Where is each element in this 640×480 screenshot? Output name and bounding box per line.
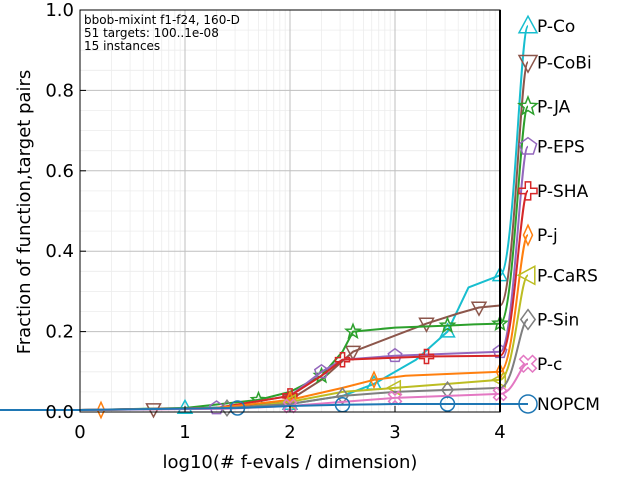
data-point [208, 400, 225, 415]
legend-entry-p-c: P-c [537, 355, 562, 375]
series-p-cobi [0, 61, 529, 419]
annotations: bbob-mixint f1-f24, 160-D 51 targets: 10… [84, 13, 240, 53]
legend-marker [518, 136, 538, 155]
series-p-sin [0, 318, 529, 417]
data-point [335, 386, 350, 405]
series-tail [499, 318, 529, 389]
y-tick-label: 0.2 [45, 322, 74, 343]
data-point [344, 345, 362, 361]
annotation-line-3: 15 instances [84, 39, 160, 53]
legend-entry-p-ja: P-JA [537, 97, 571, 117]
series-tail [499, 25, 529, 277]
series-p-sha [0, 189, 529, 411]
legend-entry-p-sin: P-Sin [537, 311, 579, 331]
series-tail [499, 145, 529, 353]
grid [79, 9, 501, 413]
annotation-line-1: bbob-mixint f1-f24, 160-D [84, 13, 240, 27]
legend-marker [519, 308, 537, 331]
y-tick-label: 1.0 [45, 0, 74, 21]
y-tick-label: 0.6 [45, 161, 74, 182]
x-tick-label: 4 [494, 422, 505, 443]
legend-marker [518, 181, 538, 201]
data-point [229, 400, 246, 416]
data-point [490, 371, 507, 389]
legend-marker [522, 223, 534, 247]
data-point [369, 370, 379, 390]
y-tick-label: 0.4 [45, 241, 74, 262]
series-line [0, 304, 501, 411]
series-line [0, 403, 500, 411]
legend-entry-p-sha: P-SHA [537, 182, 589, 202]
data-point [313, 363, 330, 379]
data-point [334, 351, 351, 368]
data-point [344, 322, 362, 340]
series-tail [499, 105, 529, 325]
series-p-co [0, 25, 529, 414]
x-tick-label: 3 [389, 422, 400, 443]
data-point [439, 396, 456, 412]
annotation-line-2: 51 targets: 100..1e-08 [84, 26, 219, 40]
series-layer [0, 25, 529, 420]
legend-entry-p-eps: P-EPS [537, 138, 585, 158]
legend-marker [516, 265, 536, 286]
data-point [438, 316, 457, 334]
y-axis-title: Fraction of function,target pairs [14, 70, 35, 355]
y-tick-label: 0.8 [45, 80, 74, 101]
x-tick-label: 0 [74, 422, 85, 443]
legend-entry-p-j: P-j [537, 226, 558, 246]
legend-marker [518, 354, 538, 374]
legend-entry-nopcm: NOPCM [537, 395, 600, 415]
legend-entry-p-co: P-Co [537, 17, 575, 37]
legend-marker [518, 394, 538, 414]
x-tick-label: 1 [179, 422, 190, 443]
data-point [96, 400, 106, 420]
legend-entry-p-cobi: P-CoBi [537, 53, 592, 73]
series-tail [499, 362, 529, 395]
series-tail [499, 61, 529, 307]
data-point [418, 348, 435, 365]
legend-marker [517, 94, 539, 116]
legend: P-Co P-CoBi P-JA P-EPS P-SHA P-j P-CaRS P-Sin P-… [516, 14, 600, 415]
data-point [470, 301, 488, 317]
x-tick-label: 2 [284, 422, 295, 443]
data-point [387, 347, 403, 363]
data-point [418, 317, 435, 333]
ticks: 0 1 2 3 4 0.0 0.2 0.4 0.6 0.8 1.0 [45, 0, 505, 443]
x-axis-title: log10(# f-evals / dimension) [163, 452, 418, 473]
legend-entry-p-cars: P-CaRS [537, 266, 598, 286]
legend-marker [517, 54, 539, 74]
y-tick-label: 0.0 [45, 402, 74, 423]
legend-marker [517, 14, 539, 34]
series-p-ja [0, 105, 529, 411]
